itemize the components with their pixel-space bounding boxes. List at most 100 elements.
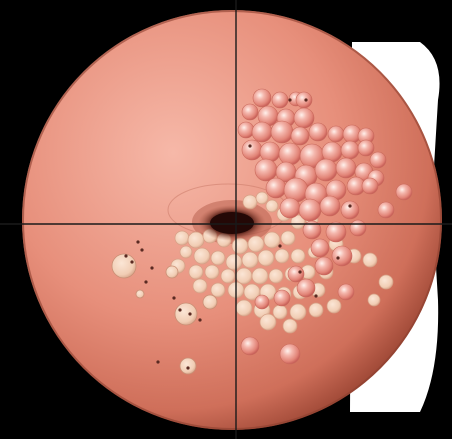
- red-bubble: [369, 151, 387, 169]
- red-bubble: [293, 107, 315, 129]
- red-cluster-upper-right: [237, 88, 413, 365]
- pale-bubble: [174, 230, 190, 246]
- red-bubble: [241, 103, 259, 121]
- red-bubble: [254, 158, 278, 182]
- dot: [136, 240, 140, 244]
- pale-bubble: [210, 250, 226, 266]
- red-bubble: [278, 142, 302, 166]
- pale-bubble: [378, 274, 394, 290]
- pale-cyst: [179, 357, 197, 375]
- os-center: [210, 212, 254, 234]
- pale-bubble: [247, 235, 265, 253]
- red-bubble: [308, 122, 328, 142]
- pale-bubble: [257, 249, 275, 267]
- pale-cyst: [174, 302, 198, 326]
- red-bubble: [271, 91, 289, 109]
- pale-cyst: [202, 294, 218, 310]
- pale-bubble: [280, 230, 296, 246]
- red-bubble: [337, 283, 355, 301]
- pale-bubble: [263, 231, 281, 249]
- pale-bubble: [268, 268, 284, 284]
- pale-bubble: [272, 304, 288, 320]
- pale-bubble: [308, 302, 324, 318]
- red-bubble: [279, 343, 301, 365]
- red-bubble: [252, 88, 272, 108]
- red-bubble: [241, 139, 263, 161]
- red-bubble: [327, 125, 345, 143]
- dot: [348, 204, 352, 208]
- pale-bubble: [251, 267, 269, 285]
- pale-bubble: [220, 268, 236, 284]
- pale-bubble: [225, 253, 243, 271]
- pale-bubble: [193, 247, 211, 265]
- pale-bubble: [265, 199, 279, 213]
- dot: [248, 144, 252, 148]
- red-bubble: [290, 126, 310, 146]
- red-bubble: [265, 177, 287, 199]
- red-bubble: [298, 198, 322, 222]
- pale-cyst: [111, 253, 137, 279]
- red-bubble: [270, 120, 294, 144]
- red-bubble: [314, 158, 338, 182]
- dot: [140, 248, 144, 252]
- dot: [172, 296, 176, 300]
- pale-bubble: [290, 248, 306, 264]
- pale-bubble: [274, 248, 290, 264]
- dot: [144, 280, 148, 284]
- red-bubble: [302, 220, 322, 240]
- pale-bubble: [192, 278, 208, 294]
- pale-bubble: [255, 191, 269, 205]
- red-bubble: [251, 121, 273, 143]
- red-bubble: [237, 121, 255, 139]
- dot: [278, 244, 282, 248]
- red-bubble: [287, 265, 305, 283]
- pale-bubble: [235, 267, 253, 285]
- red-bubble: [340, 200, 360, 220]
- dot: [186, 366, 190, 370]
- dot: [150, 266, 154, 270]
- dot: [304, 98, 308, 102]
- red-bubble: [279, 197, 301, 219]
- pale-bubble: [187, 231, 205, 249]
- disc-rim: [22, 10, 442, 430]
- dot: [156, 360, 160, 364]
- pale-bubble: [204, 264, 220, 280]
- pale-bubble: [259, 313, 277, 331]
- punctation-dots: [124, 98, 352, 370]
- pale-bubble: [326, 298, 342, 314]
- dot: [288, 98, 292, 102]
- pale-bubble: [282, 318, 298, 334]
- pale-bubble: [362, 252, 378, 268]
- pale-cyst: [135, 289, 145, 299]
- red-bubble: [325, 221, 347, 243]
- red-bubble: [335, 157, 357, 179]
- red-bubble: [395, 183, 413, 201]
- dot: [130, 260, 134, 264]
- red-bubble: [361, 177, 379, 195]
- red-bubble: [340, 140, 360, 160]
- dot: [336, 256, 340, 260]
- red-bubble: [273, 289, 291, 307]
- red-bubble: [314, 256, 334, 276]
- pale-cyst: [165, 265, 179, 279]
- red-bubble: [377, 201, 395, 219]
- red-bubble: [357, 139, 375, 157]
- pale-bubble: [179, 245, 193, 259]
- dot: [124, 254, 128, 258]
- red-bubble: [240, 336, 260, 356]
- red-bubble: [259, 141, 281, 163]
- dot: [298, 270, 302, 274]
- pale-bubble: [241, 251, 259, 269]
- red-bubble: [349, 219, 367, 237]
- red-bubble: [319, 195, 341, 217]
- red-bubble: [331, 245, 353, 267]
- pale-bubble: [235, 299, 253, 317]
- dot: [198, 318, 202, 322]
- red-bubble: [310, 238, 330, 258]
- pale-bubble: [188, 264, 204, 280]
- pale-bubble: [210, 282, 226, 298]
- red-bubble: [295, 91, 313, 109]
- pale-bubble: [367, 293, 381, 307]
